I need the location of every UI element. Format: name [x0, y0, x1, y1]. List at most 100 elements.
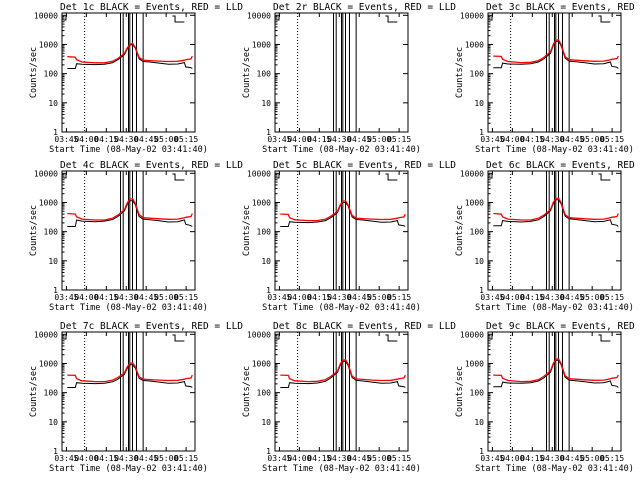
x-axis-label: Start Time (08-May-02 03:41:40) [49, 145, 208, 155]
xtick-label: 04:45 [560, 454, 584, 463]
ytick-label: 100 [470, 389, 485, 398]
xtick-label: 05:15 [387, 454, 411, 463]
ytick-label: 1000 [39, 359, 58, 368]
xtick-label: 05:15 [387, 135, 411, 144]
panel-title: Det 3c BLACK = Events, RED = LLD [486, 2, 640, 13]
xtick-label: 05:00 [154, 293, 178, 302]
plot-frame [61, 170, 196, 291]
y-axis-label: Counts/sec [455, 47, 465, 98]
x-axis-label: Start Time (08-May-02 03:41:40) [262, 464, 421, 474]
top-step-right [172, 334, 185, 342]
plot-frame [274, 12, 409, 133]
xtick-label: 05:00 [154, 135, 178, 144]
ytick-label: 100 [44, 70, 59, 79]
xtick-label: 03:45 [480, 135, 504, 144]
panel-9: Det 9c BLACK = Events, RED = LLD 1 10 100 10… [455, 321, 640, 474]
ytick-label: 1 [53, 128, 58, 137]
panel-7: Det 7c BLACK = Events, RED = LLD 1 10 100 10… [29, 321, 243, 474]
series-lld [280, 358, 406, 383]
ytick-label: 1000 [39, 40, 58, 49]
panel-title: Det 5c BLACK = Events, RED = LLD [273, 160, 456, 171]
xtick-label: 04:45 [347, 293, 371, 302]
ytick-label: 1 [53, 447, 58, 456]
xtick-label: 04:00 [500, 135, 524, 144]
xtick-label: 04:45 [560, 135, 584, 144]
plot-frame [274, 170, 409, 291]
xtick-label: 04:15 [307, 135, 331, 144]
xtick-label: 04:45 [134, 135, 158, 144]
top-step-right [598, 15, 611, 23]
xtick-label: 04:45 [134, 454, 158, 463]
xtick-label: 04:15 [94, 454, 118, 463]
ytick-label: 100 [257, 389, 272, 398]
xtick-label: 04:30 [540, 454, 564, 463]
plot-frame [487, 12, 622, 133]
series-lld [67, 362, 193, 383]
panel-title: Det 9c BLACK = Events, RED = LLD [486, 321, 640, 332]
xtick-label: 05:00 [367, 293, 391, 302]
plot-frame [487, 331, 622, 452]
panel-title: Det 1c BLACK = Events, RED = LLD [60, 2, 243, 13]
xtick-label: 03:45 [267, 293, 291, 302]
xtick-label: 04:30 [540, 135, 564, 144]
ytick-label: 10000 [247, 11, 271, 20]
ytick-label: 1000 [252, 359, 271, 368]
xtick-label: 03:45 [267, 454, 291, 463]
xtick-label: 05:00 [580, 135, 604, 144]
series-events [67, 364, 193, 388]
ytick-label: 10 [48, 257, 58, 266]
xtick-label: 04:15 [94, 293, 118, 302]
ytick-label: 100 [44, 228, 59, 237]
ytick-label: 1 [53, 286, 58, 295]
ytick-label: 10000 [34, 169, 58, 178]
xtick-label: 04:00 [74, 293, 98, 302]
panel-title: Det 2r BLACK = Events, RED = LLD [273, 2, 456, 13]
ytick-label: 10000 [460, 11, 484, 20]
x-axis-label: Start Time (08-May-02 03:41:40) [475, 464, 634, 474]
ytick-label: 10000 [460, 330, 484, 339]
y-axis-label: Counts/sec [29, 47, 39, 98]
series-lld [280, 199, 406, 222]
ytick-label: 10 [261, 257, 271, 266]
xtick-label: 04:00 [287, 135, 311, 144]
xtick-label: 04:00 [74, 135, 98, 144]
xtick-label: 03:45 [54, 454, 78, 463]
ytick-label: 1000 [465, 359, 484, 368]
xtick-label: 05:15 [600, 135, 624, 144]
panel-title: Det 7c BLACK = Events, RED = LLD [60, 321, 243, 332]
series-events [280, 202, 406, 227]
ytick-label: 1000 [39, 198, 58, 207]
xtick-label: 04:45 [347, 135, 371, 144]
ytick-label: 1 [266, 128, 271, 137]
ytick-label: 10000 [247, 330, 271, 339]
xtick-label: 03:45 [267, 135, 291, 144]
ytick-label: 1000 [252, 198, 271, 207]
y-axis-label: Counts/sec [455, 205, 465, 256]
panel-3: Det 3c BLACK = Events, RED = LLD 1 10 100 10… [455, 2, 640, 155]
top-step-right [172, 15, 185, 23]
xtick-label: 04:45 [347, 454, 371, 463]
ytick-label: 10000 [34, 330, 58, 339]
xtick-label: 03:45 [54, 293, 78, 302]
xtick-label: 04:00 [74, 454, 98, 463]
xtick-label: 04:30 [540, 293, 564, 302]
panel-6: Det 6c BLACK = Events, RED = LLD 1 10 100 10… [455, 160, 640, 313]
xtick-label: 04:30 [114, 135, 138, 144]
series-events [67, 200, 193, 227]
xtick-label: 05:00 [367, 454, 391, 463]
ytick-label: 1000 [465, 40, 484, 49]
xtick-label: 04:15 [307, 293, 331, 302]
x-axis-label: Start Time (08-May-02 03:41:40) [262, 145, 421, 155]
plot-frame [487, 170, 622, 291]
x-axis-label: Start Time (08-May-02 03:41:40) [475, 303, 634, 313]
ytick-label: 1 [266, 447, 271, 456]
panel-8: Det 8c BLACK = Events, RED = LLD 1 10 100 10… [242, 321, 456, 474]
ytick-label: 100 [44, 389, 59, 398]
panel-1: Det 1c BLACK = Events, RED = LLD 1 10 100 10… [29, 2, 243, 155]
ytick-label: 10000 [247, 169, 271, 178]
xtick-label: 05:15 [174, 135, 198, 144]
xtick-label: 04:45 [134, 293, 158, 302]
series-lld [493, 358, 619, 383]
panel-title: Det 6c BLACK = Events, RED = LLD [486, 160, 640, 171]
